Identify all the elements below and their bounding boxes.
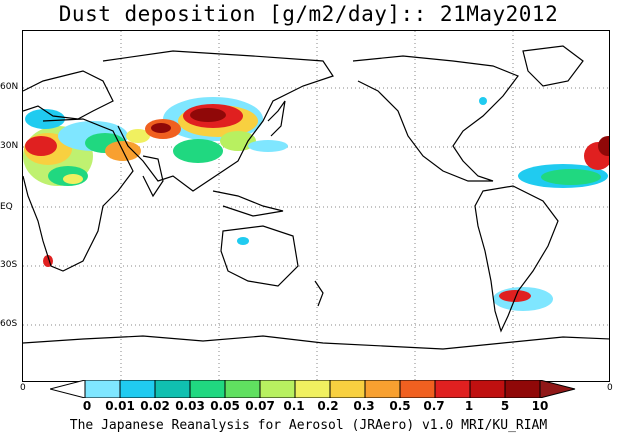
legend-tick-label: 0.3 — [353, 399, 375, 413]
legend-swatch — [50, 380, 86, 398]
lon-label-left: 0 — [20, 383, 26, 393]
legend-tick-label: 0.5 — [389, 399, 411, 413]
lat-label-eq: EQ — [0, 202, 13, 212]
coastlines — [23, 45, 609, 350]
legend-swatch — [189, 380, 226, 398]
legend-tick-label: 0.03 — [175, 399, 205, 413]
legend-tick-label: 0 — [82, 399, 92, 413]
legend-swatch — [84, 380, 121, 398]
lat-label-30s: 30S — [0, 260, 18, 270]
color-legend-swatches — [50, 380, 576, 398]
lat-label-60n: 60N — [0, 82, 19, 92]
legend-swatch — [539, 380, 576, 398]
graticule — [23, 31, 609, 381]
legend-swatch — [364, 380, 401, 398]
legend-tick-label: 0.01 — [105, 399, 135, 413]
legend-swatch — [399, 380, 436, 398]
legend-tick-label: 0.1 — [283, 399, 305, 413]
legend-swatch — [154, 380, 191, 398]
legend-tick-label: 10 — [531, 399, 549, 413]
legend-swatch — [434, 380, 471, 398]
map-title: Dust deposition [g/m2/day]:: 21May2012 — [58, 2, 559, 26]
legend-swatch — [504, 380, 541, 398]
legend-swatch — [259, 380, 296, 398]
legend-tick-label: 1 — [464, 399, 474, 413]
legend-swatch — [469, 380, 506, 398]
lat-label-30n: 30N — [0, 141, 19, 151]
legend-swatch — [294, 380, 331, 398]
legend-tick-label: 0.2 — [317, 399, 339, 413]
legend-swatch — [224, 380, 261, 398]
color-legend — [50, 380, 576, 398]
legend-tick-label: 0.02 — [140, 399, 170, 413]
legend-tick-label: 0.05 — [210, 399, 240, 413]
legend-tick-label: 5 — [500, 399, 510, 413]
footer-credit: The Japanese Reanalysis for Aerosol (JRA… — [69, 418, 548, 433]
legend-swatch — [119, 380, 156, 398]
legend-tick-label: 0.07 — [245, 399, 275, 413]
legend-swatch — [329, 380, 366, 398]
lat-label-60s: 60S — [0, 319, 18, 329]
world-map — [22, 30, 610, 382]
legend-tick-label: 0.7 — [423, 399, 445, 413]
map-canvas — [23, 31, 609, 381]
color-legend-labels: 0 0.01 0.02 0.03 0.05 0.07 0.1 0.2 0.3 0… — [0, 399, 617, 413]
lon-label-right: 0 — [607, 383, 613, 393]
